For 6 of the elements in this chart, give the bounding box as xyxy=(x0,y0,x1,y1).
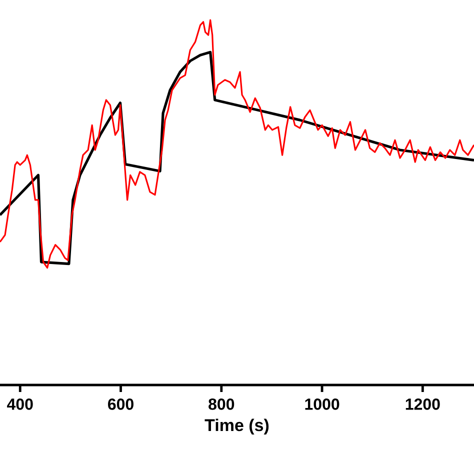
x-tick-label: 1200 xyxy=(406,398,440,410)
x-tick-label: 1000 xyxy=(305,398,340,410)
x-tick-label: 400 xyxy=(7,398,33,410)
x-axis-title: Time (s) xyxy=(204,418,269,435)
x-tick-label: 600 xyxy=(108,398,134,410)
x-tick-label: 800 xyxy=(208,398,234,410)
